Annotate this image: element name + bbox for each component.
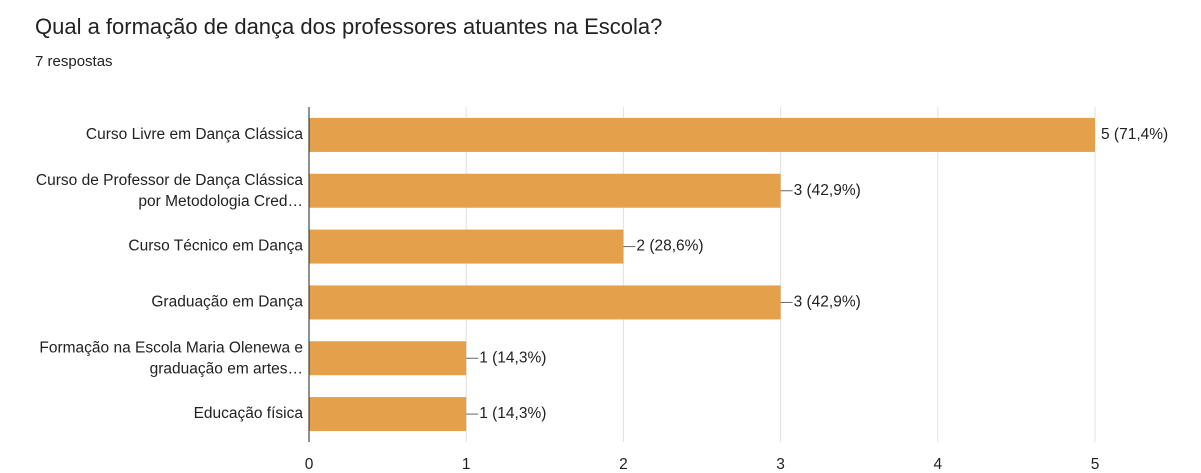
x-tick-label: 1 <box>462 456 471 473</box>
chart-title: Qual a formação de dança dos professores… <box>35 14 662 39</box>
x-tick-label: 0 <box>305 456 314 473</box>
bar <box>309 173 781 208</box>
chart-subtitle: 7 respostas <box>35 53 113 70</box>
bar <box>309 341 467 376</box>
data-label: 5 (71,4%) <box>1101 126 1168 143</box>
y-tick-label: Graduação em Dança <box>151 294 303 311</box>
data-label: 1 (14,3%) <box>479 349 546 366</box>
y-tick-label: Curso Técnico em Dança <box>128 238 303 255</box>
x-tick-label: 4 <box>933 456 942 473</box>
x-tick-label: 2 <box>619 456 628 473</box>
data-label: 2 (28,6%) <box>636 238 703 255</box>
y-tick-label: Formação na Escola Maria Olenewa e gradu… <box>39 339 303 377</box>
data-label: 3 (42,9%) <box>794 182 861 199</box>
bar <box>309 229 624 264</box>
y-tick-label: Curso de Professor de Dança Clássica por… <box>36 172 303 210</box>
bar <box>309 285 781 320</box>
x-tick-label: 5 <box>1091 456 1100 473</box>
data-label: 3 (42,9%) <box>794 294 861 311</box>
bar <box>309 397 467 432</box>
y-tick-label: Educação física <box>194 405 304 422</box>
x-tick-label: 3 <box>776 456 785 473</box>
y-tick-label: Curso Livre em Dança Clássica <box>86 126 303 143</box>
bar <box>309 117 1095 152</box>
data-label: 1 (14,3%) <box>479 405 546 422</box>
